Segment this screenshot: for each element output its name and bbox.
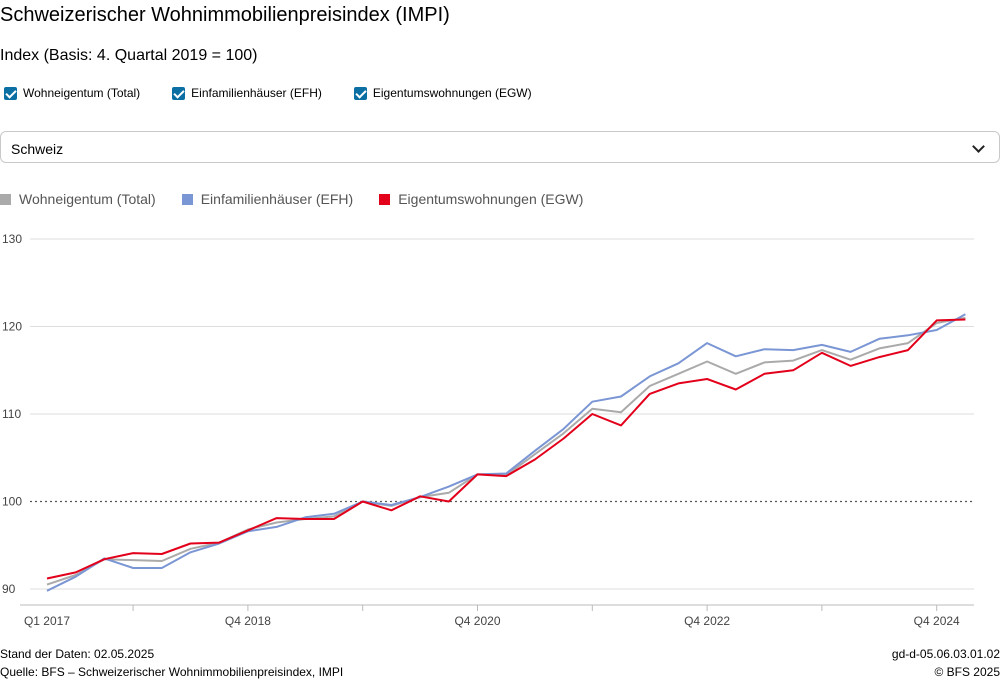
checkbox-label: Eigentumswohnungen (EGW)	[372, 86, 532, 100]
legend-label: Einfamilienhäuser (EFH)	[200, 191, 354, 207]
legend-item-egw[interactable]: Eigentumswohnungen (EGW)	[379, 191, 583, 207]
checkbox-label: Wohneigentum (Total)	[23, 86, 141, 100]
y-tick-label: 100	[2, 495, 22, 509]
legend-swatch-total	[0, 193, 11, 205]
legend-swatch-egw	[379, 193, 391, 205]
data-date: Stand der Daten: 02.05.2025	[0, 647, 155, 661]
legend-item-efh[interactable]: Einfamilienhäuser (EFH)	[181, 191, 354, 207]
region-select[interactable]: Schweiz	[0, 131, 1000, 163]
legend-label: Wohneigentum (Total)	[19, 191, 156, 207]
x-tick-label: Q4 2018	[225, 614, 271, 628]
copyright: © BFS 2025	[934, 665, 1000, 679]
chart-subtitle: Index (Basis: 4. Quartal 2019 = 100)	[0, 47, 258, 64]
x-tick-label: Q4 2020	[454, 614, 500, 628]
chart-code: gd-d-05.06.03.01.02	[891, 647, 1000, 661]
y-tick-label: 110	[2, 407, 21, 421]
checkbox-checked-icon[interactable]	[4, 86, 17, 100]
region-select-value: Schweiz	[11, 141, 64, 157]
checkbox-label: Einfamilienhäuser (EFH)	[191, 86, 322, 100]
legend-swatch-efh	[181, 193, 193, 205]
line-chart: 90 100 110 120 130 Q1 2017 Q4 2018 Q4 2020 Q4 20…	[2, 232, 974, 628]
checkbox-egw[interactable]: Eigentumswohnungen (EGW)	[353, 86, 532, 100]
checkbox-checked-icon[interactable]	[353, 86, 367, 100]
series-line-efh	[46, 313, 966, 592]
checkbox-checked-icon[interactable]	[172, 86, 186, 100]
y-tick-label: 130	[2, 232, 22, 246]
x-tick-label: Q4 2022	[684, 614, 730, 628]
x-tick-label: Q1 2017	[24, 614, 70, 628]
y-tick-label: 90	[2, 582, 16, 596]
series-line-egw	[46, 318, 966, 580]
chart-legend: Wohneigentum (Total) Einfamilienhäuser (…	[0, 191, 609, 207]
legend-item-total[interactable]: Wohneigentum (Total)	[0, 191, 156, 207]
chevron-down-icon	[972, 140, 985, 153]
legend-label: Eigentumswohnungen (EGW)	[398, 191, 584, 207]
chart-title: Schweizerischer Wohnimmobilienpreisindex…	[0, 4, 450, 26]
series-checkbox-group: Wohneigentum (Total) Einfamilienhäuser (…	[4, 86, 564, 100]
source-note: Quelle: BFS – Schweizerischer Wohnimmobi…	[0, 665, 344, 679]
checkbox-efh[interactable]: Einfamilienhäuser (EFH)	[172, 86, 322, 100]
x-tick-label: Q4 2024	[914, 614, 960, 628]
y-tick-label: 120	[2, 320, 22, 334]
checkbox-total[interactable]: Wohneigentum (Total)	[4, 86, 140, 100]
